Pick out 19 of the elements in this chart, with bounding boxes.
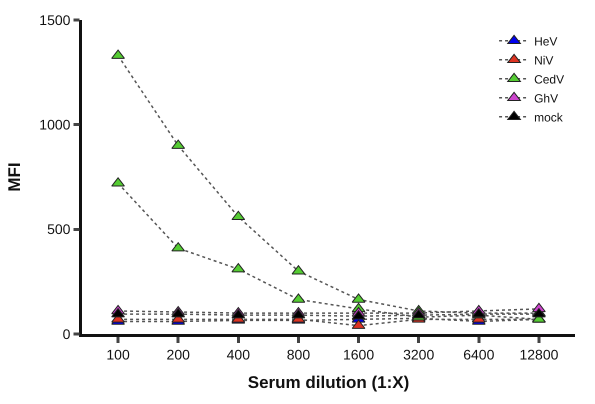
legend-label: GhV	[534, 91, 558, 106]
x-tick-label: 12800	[519, 346, 559, 363]
legend-label: CedV	[534, 72, 564, 86]
y-tick-label: 500	[47, 221, 71, 238]
legend-label: mock	[534, 110, 564, 124]
x-axis-title: Serum dilution (1:X)	[248, 372, 410, 392]
x-tick-label: 100	[106, 346, 130, 363]
y-tick-label: 0	[62, 326, 71, 342]
y-tick-label: 1000	[39, 116, 71, 133]
x-tick-label: 800	[286, 346, 310, 363]
y-tick-label: 1500	[39, 12, 71, 28]
x-tick-label: 200	[166, 346, 190, 363]
y-axis-title: MFI	[4, 162, 24, 192]
legend-label: HeV	[534, 34, 558, 48]
legend-label: NiV	[534, 53, 554, 68]
x-tick-label: 6400	[463, 346, 495, 363]
x-tick-label: 400	[226, 346, 250, 363]
x-tick-label: 1600	[342, 346, 374, 363]
x-tick-label: 3200	[403, 346, 434, 363]
